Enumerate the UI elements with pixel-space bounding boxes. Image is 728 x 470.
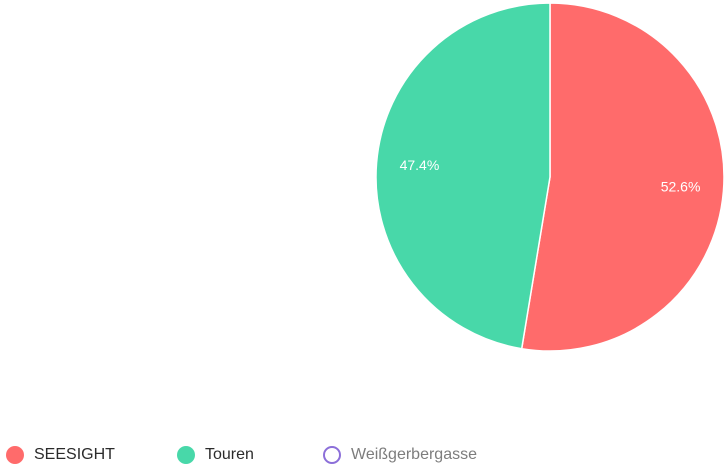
pie-slice-seesight[interactable] — [520, 2, 725, 352]
legend-item-seesight[interactable]: SEESIGHT — [6, 443, 115, 467]
legend-item-touren[interactable]: Touren — [177, 443, 254, 467]
legend-swatch-touren — [177, 446, 195, 464]
chart-legend: SEESIGHT Touren Weißgerbergasse — [0, 440, 728, 470]
legend-label-weissgerbergasse: Weißgerbergasse — [351, 446, 477, 463]
pie-chart: 52.6% 47.4% — [375, 2, 725, 352]
legend-swatch-seesight — [6, 446, 24, 464]
legend-item-weissgerbergasse[interactable]: Weißgerbergasse — [323, 443, 477, 467]
legend-label-seesight: SEESIGHT — [34, 446, 115, 463]
legend-label-touren: Touren — [205, 446, 254, 463]
slice-label-touren: 47.4% — [400, 157, 440, 173]
slice-label-seesight: 52.6% — [661, 178, 701, 194]
pie-slice-touren[interactable] — [375, 2, 551, 350]
legend-swatch-weissgerbergasse — [323, 446, 341, 464]
